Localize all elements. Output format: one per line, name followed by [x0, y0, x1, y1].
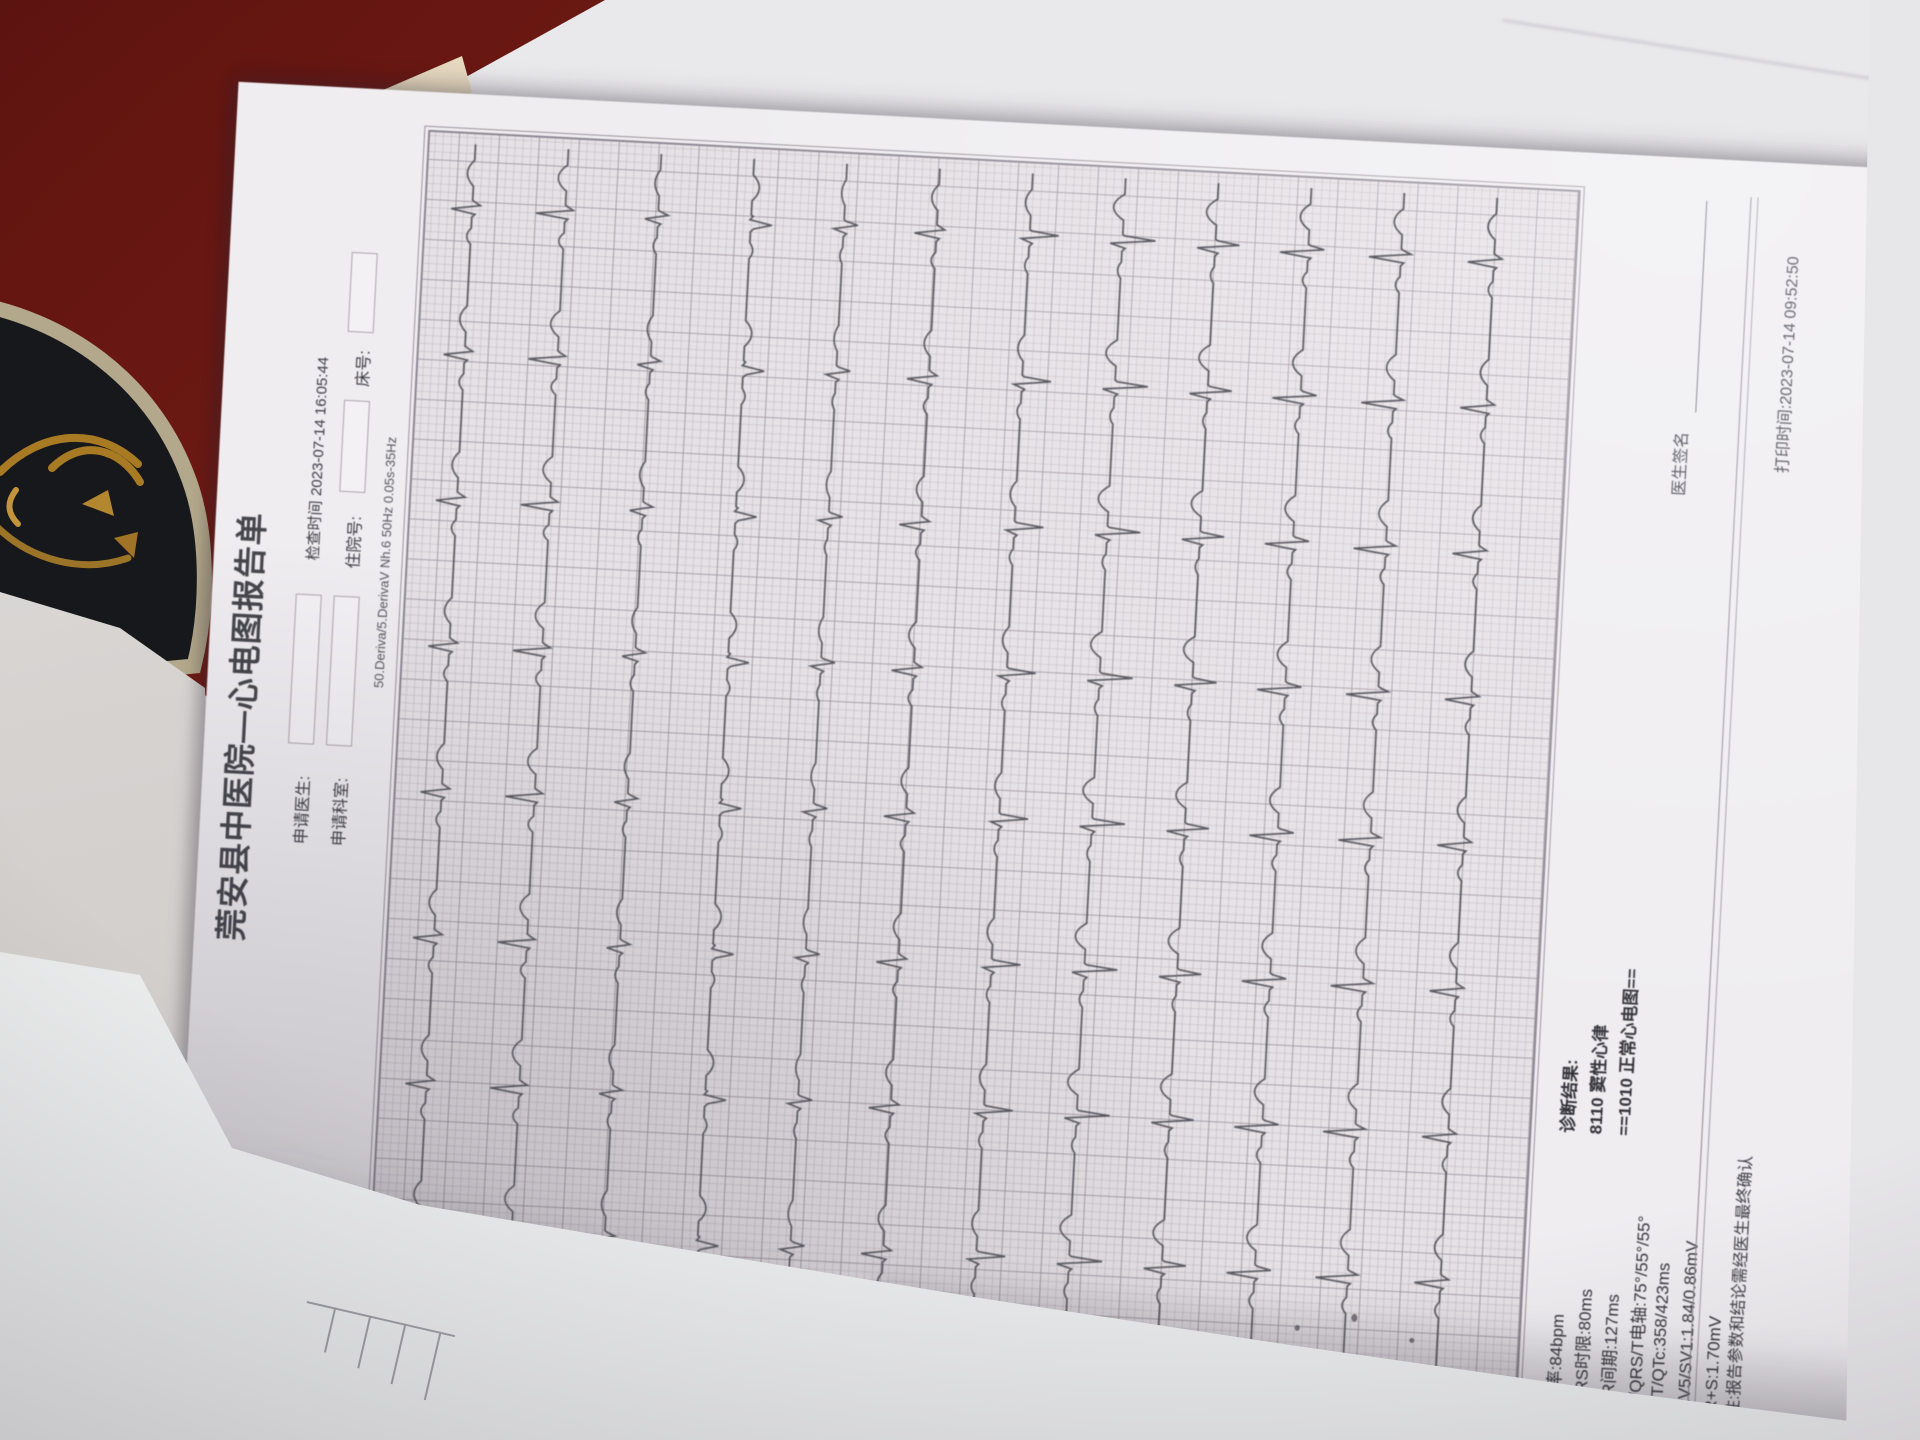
ecg-report-sheet: 莞安县中医院—心电图报告单 申请医生: 检查时间 2023-07-14 16:0…: [170, 81, 1920, 1440]
ecg-trace-V5: [1274, 192, 1415, 1400]
ecg-trace-V3: [1088, 183, 1240, 1390]
ecg-trace-II: [438, 149, 576, 1356]
ecg-trace-V2: [995, 178, 1156, 1385]
ecg-trace-V6: [1367, 197, 1505, 1405]
ecg-trace-aVF: [810, 168, 948, 1376]
ecg-trace-III: [531, 153, 671, 1361]
ecg-traces: [345, 144, 1505, 1405]
ecg-trace-V4: [1181, 188, 1325, 1395]
paper-crease: [1502, 19, 1918, 87]
ecg-trace-I: [345, 144, 483, 1351]
ecg-trace-aVL: [717, 163, 859, 1371]
black-gold-tray: [0, 301, 212, 693]
ecg-trace-aVR: [624, 158, 772, 1366]
ecg-trace-V1: [903, 173, 1059, 1380]
